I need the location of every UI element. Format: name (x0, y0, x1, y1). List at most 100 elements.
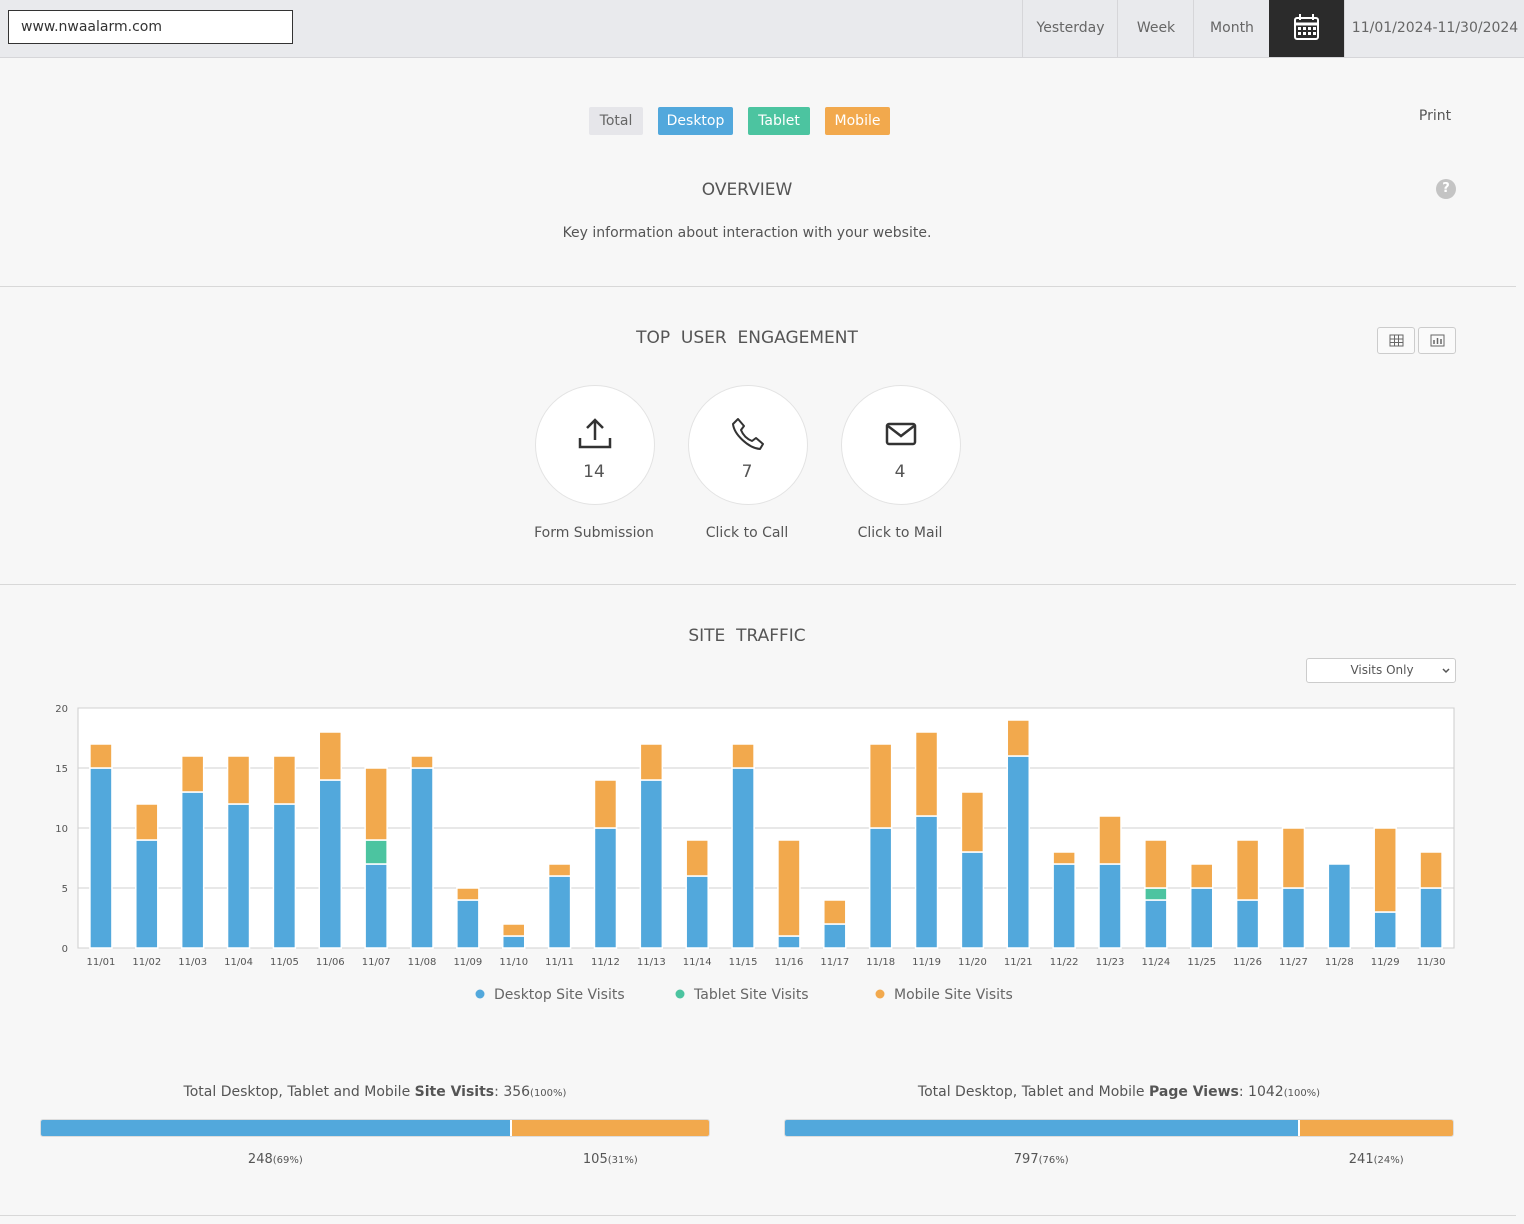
filter-mobile[interactable]: Mobile (825, 107, 890, 135)
x-tick-label: 11/26 (1233, 957, 1262, 968)
top-bar: www.nwaalarm.com Yesterday Week Month 11… (0, 0, 1524, 58)
total-bar-segment (1297, 1120, 1453, 1136)
bar-segment (1189, 887, 1214, 949)
x-tick-label: 11/19 (912, 957, 941, 968)
bar-segment (135, 803, 159, 841)
x-tick-label: 11/05 (270, 957, 299, 968)
bar-segment (226, 803, 251, 949)
phone-icon (732, 418, 764, 450)
engagement-value: 7 (741, 462, 753, 482)
bar-segment (1419, 851, 1443, 889)
engagement-label: Form Submission (534, 525, 654, 541)
bar-segment (731, 767, 755, 949)
range-button[interactable]: Month (1193, 0, 1270, 57)
segment-percent: (24%) (1373, 1155, 1404, 1166)
bar-segment (135, 839, 159, 949)
chart-view-button[interactable] (1418, 327, 1456, 354)
x-tick-label: 11/29 (1371, 957, 1400, 968)
bar-segment (1144, 887, 1168, 901)
x-tick-label: 11/20 (958, 957, 987, 968)
x-tick-label: 11/01 (87, 957, 116, 968)
x-tick-label: 11/24 (1141, 957, 1170, 968)
bar-segment (1235, 839, 1260, 901)
bar-segment (914, 731, 939, 817)
y-tick-label: 15 (55, 764, 68, 775)
total-heading: Total Desktop, Tablet and Mobile Page Vi… (784, 1084, 1454, 1100)
bar-segment (318, 779, 343, 949)
x-tick-label: 11/11 (545, 957, 574, 968)
y-tick-label: 10 (55, 824, 68, 835)
print-link[interactable]: Print (1418, 108, 1452, 124)
engagement-value: 4 (894, 462, 906, 482)
url-input[interactable]: www.nwaalarm.com (8, 10, 293, 44)
filter-desktop[interactable]: Desktop (658, 107, 733, 135)
segment-value: 248 (247, 1152, 273, 1167)
bar-segment (868, 827, 893, 949)
x-tick-label: 11/23 (1096, 957, 1125, 968)
select-text: Visits Only (1350, 663, 1414, 677)
x-tick-label: 11/17 (820, 957, 849, 968)
bar-segment (593, 779, 618, 829)
table-view-button[interactable] (1377, 327, 1415, 354)
bar-segment (547, 875, 572, 949)
segment-value: 241 (1348, 1152, 1374, 1167)
bar-segment (1006, 719, 1031, 757)
x-tick-label: 11/22 (1050, 957, 1079, 968)
bar-segment (272, 803, 297, 949)
engagement-title: TOP USER ENGAGEMENT (636, 328, 858, 348)
overview-title: OVERVIEW (701, 180, 793, 200)
bar-segment (180, 755, 205, 793)
segment-label: 797(76%) (784, 1152, 1298, 1167)
help-icon[interactable]: ? (1436, 179, 1456, 199)
bar-segment (1052, 851, 1076, 865)
x-tick-label: 11/07 (362, 957, 391, 968)
total-bar-segment (41, 1120, 511, 1136)
bar-segment (593, 827, 618, 949)
calendar-button[interactable] (1269, 0, 1344, 57)
bar-segment (318, 731, 343, 781)
overview-subtitle: Key information about interaction with y… (562, 225, 932, 241)
filter-total[interactable]: Total (589, 107, 643, 135)
range-button[interactable]: Week (1117, 0, 1194, 57)
bar-segment (777, 935, 801, 949)
segment-percent: (76%) (1038, 1155, 1069, 1166)
total-bar-segment (785, 1120, 1298, 1136)
x-tick-label: 11/25 (1187, 957, 1216, 968)
bar-segment (1052, 863, 1076, 949)
total-percent: (100%) (530, 1088, 567, 1099)
bar-segment (89, 767, 113, 949)
x-tick-label: 11/02 (132, 957, 161, 968)
bar-segment (456, 887, 480, 901)
date-range[interactable]: 11/01/2024-11/30/2024 (1344, 0, 1524, 57)
mail-icon (885, 422, 917, 446)
legend-marker (475, 989, 485, 999)
x-tick-label: 11/18 (866, 957, 895, 968)
bar-segment (639, 779, 664, 949)
bar-segment (639, 743, 664, 781)
filter-tablet[interactable]: Tablet (748, 107, 810, 135)
bar-segment (731, 743, 755, 769)
engagement-label: Click to Mail (857, 525, 943, 541)
engagement-circle (688, 385, 808, 505)
segment-label: 105(31%) (511, 1152, 710, 1167)
x-tick-label: 11/10 (499, 957, 528, 968)
bar-segment (685, 875, 709, 949)
bar-segment (1281, 827, 1306, 889)
bar-segment (1373, 827, 1397, 913)
bar-segment (1281, 887, 1306, 949)
x-tick-label: 11/15 (729, 957, 758, 968)
total-bar (784, 1119, 1454, 1137)
bar-segment (456, 899, 480, 949)
bar-segment (1327, 863, 1352, 949)
total-label-bold: Page Views (1149, 1084, 1239, 1100)
x-tick-label: 11/04 (224, 957, 253, 968)
metric-select[interactable]: Visits Only (1306, 658, 1456, 683)
calendar-icon (1294, 14, 1319, 40)
table-icon (1389, 334, 1404, 347)
total-label: Total Desktop, Tablet and Mobile (917, 1084, 1149, 1100)
bar-segment (1006, 755, 1031, 949)
total-heading: Total Desktop, Tablet and Mobile Site Vi… (40, 1084, 710, 1100)
bar-segment (868, 743, 893, 829)
range-button[interactable]: Yesterday (1022, 0, 1118, 57)
total-percent: (100%) (1283, 1088, 1321, 1099)
